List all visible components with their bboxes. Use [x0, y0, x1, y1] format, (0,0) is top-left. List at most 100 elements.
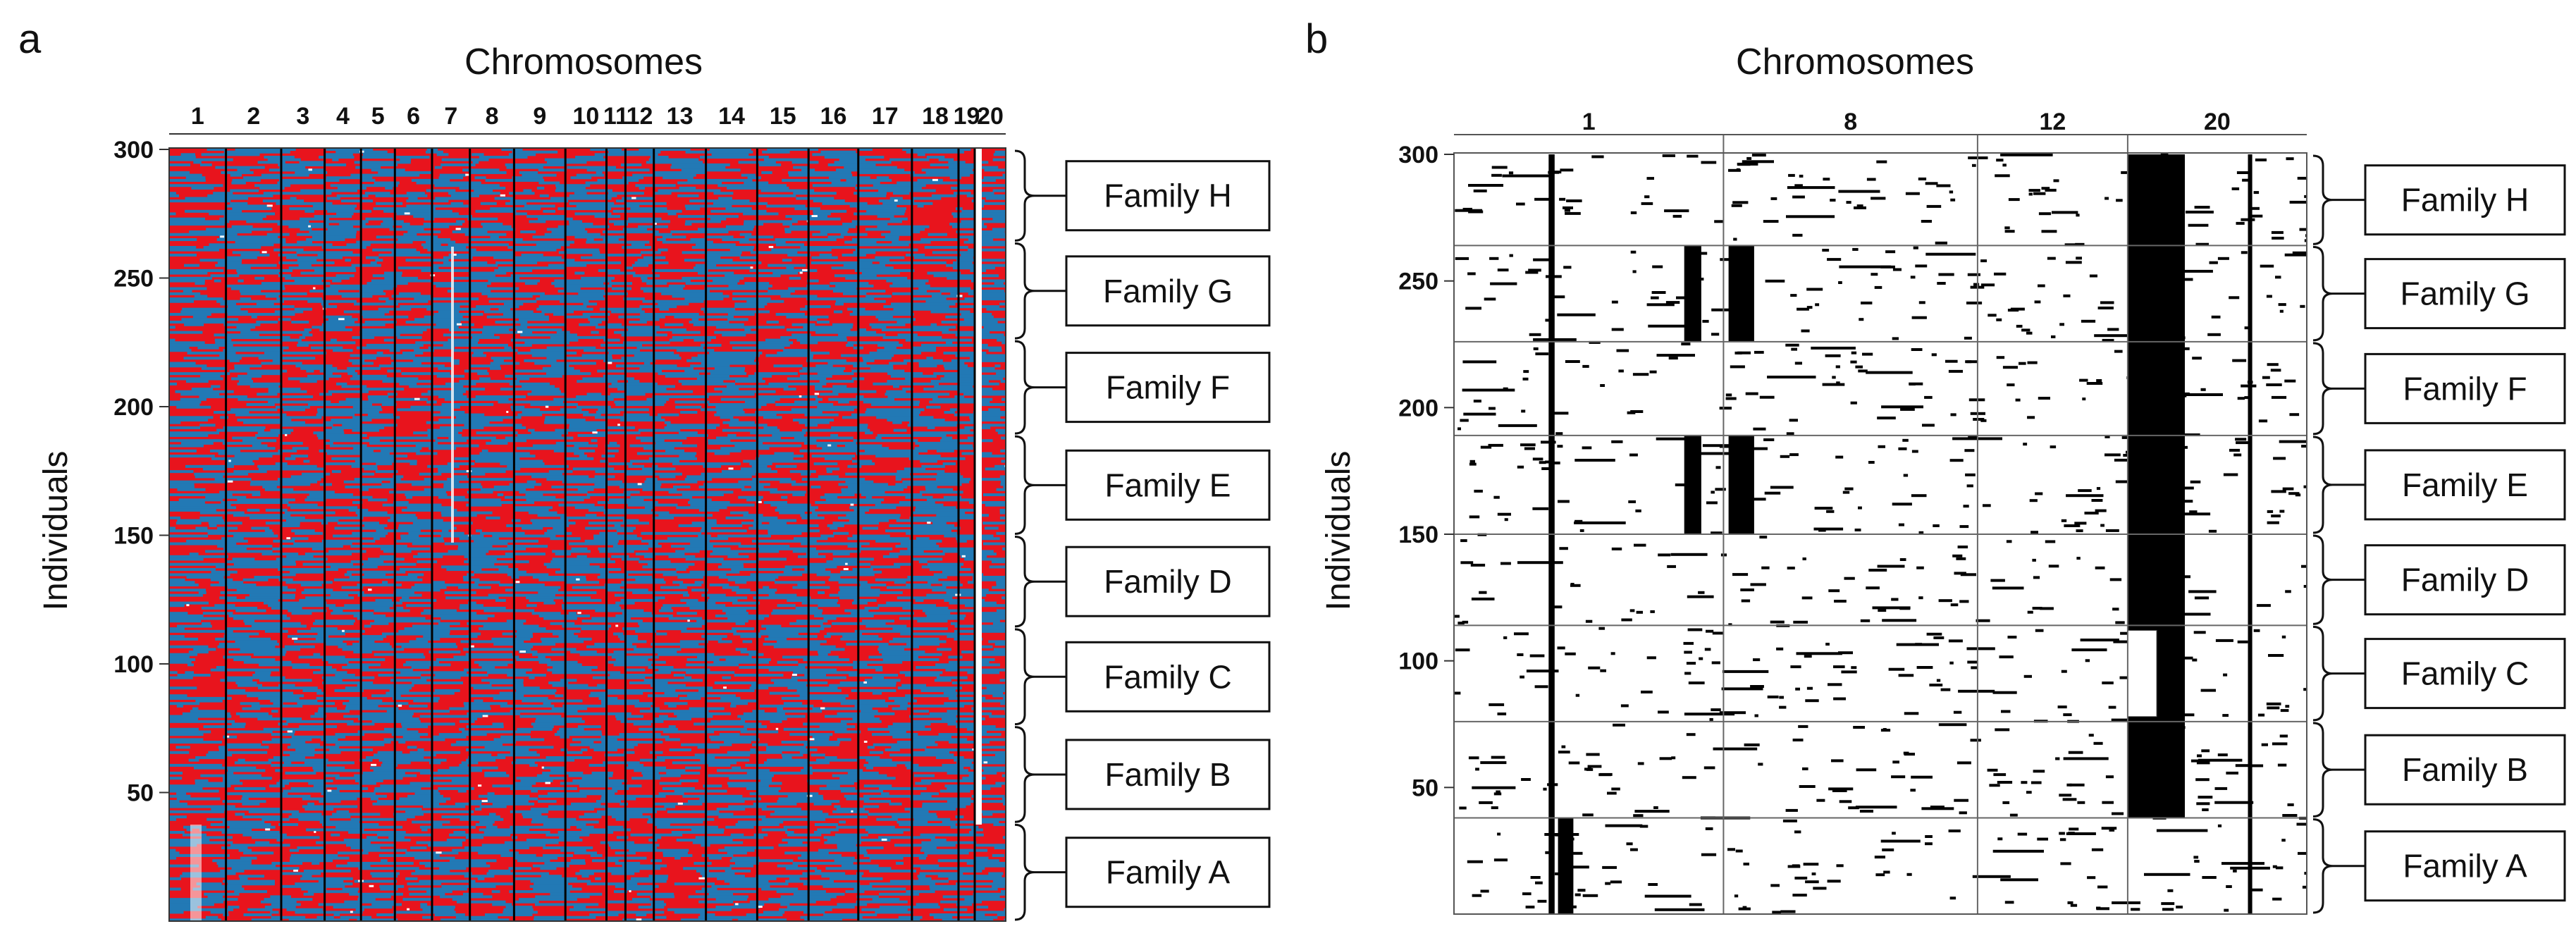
- panel-a-chromosomes-title: Chromosomes: [464, 42, 703, 82]
- panel-a-y-tick-label: 250: [113, 266, 154, 292]
- panel-a-chromosome-label: 16: [820, 103, 847, 130]
- panel-b-solid-block: [1684, 435, 1701, 534]
- panel-b-family-label: Family G: [2401, 276, 2530, 312]
- panel-a-missing-column: [975, 148, 982, 825]
- panel-a-family-box: [1065, 449, 1271, 521]
- panel-b-y-tick-label: 150: [1398, 522, 1438, 548]
- panel-b-letter: b: [1305, 16, 1328, 62]
- panel-b-chromosome-label: 8: [1844, 109, 1857, 135]
- panel-b-chromosome-label: 12: [2039, 109, 2066, 135]
- panel-a-family-label: Family H: [1104, 178, 1231, 214]
- panel-b-family-box: [2364, 164, 2566, 236]
- panel-a-chromosome-label: 7: [444, 103, 457, 130]
- panel-b-family-brace: [2312, 436, 2334, 534]
- panel-a-chromosome-label: 5: [371, 103, 385, 130]
- panel-a-chromosome-label: 4: [336, 103, 350, 130]
- panel-b-family-brace: [2312, 342, 2334, 436]
- panel-a-y-tick-label: 150: [113, 523, 154, 550]
- panel-b-family-label: Family C: [2401, 655, 2529, 692]
- panel-a-family-brace: [1014, 726, 1035, 823]
- panel-a-chromosome-label: 17: [872, 103, 899, 130]
- panel-a-y-tick-label: 100: [113, 651, 154, 678]
- panel-a-y-axis-label: Individuals: [37, 451, 75, 611]
- panel-a-y-tick-label: 50: [127, 780, 154, 807]
- panel-a-family-label: Family E: [1105, 467, 1231, 503]
- panel-b-family-box: [2364, 258, 2566, 330]
- panel-a-y-tick-label: 200: [113, 394, 154, 421]
- panel-a-family-brace: [1014, 536, 1035, 628]
- panel-b-family-label: Family H: [2401, 182, 2529, 218]
- panel-a-chromosome-label: 19: [954, 103, 980, 130]
- panel-a-chromosome-label: 10: [572, 103, 599, 130]
- panel-a-chromosome-label: 3: [296, 103, 309, 130]
- panel-b-family-brace: [2312, 154, 2334, 245]
- panel-a-chromosome-label: 20: [977, 103, 1004, 130]
- panel-b-family-box: [2364, 352, 2566, 424]
- panel-a-chromosome-label: 2: [247, 103, 260, 130]
- panel-a-family-box: [1065, 255, 1271, 327]
- panel-b-solid-block: [1728, 245, 1754, 342]
- panel-a-family-label: Family C: [1104, 658, 1231, 695]
- panel-b-y-axis-label: Individuals: [1320, 451, 1357, 611]
- panel-a-family-box: [1065, 160, 1271, 232]
- panel-a-family-brace: [1014, 149, 1035, 242]
- panel-b-solid-block: [1558, 818, 1574, 914]
- panel-a-family-box: [1065, 641, 1271, 713]
- panel-a-chromosome-label: 12: [627, 103, 653, 130]
- panel-b-family-brace: [2312, 534, 2334, 625]
- panel-a-chromosome-label: 9: [533, 103, 546, 130]
- panel-a-family-label: Family A: [1106, 854, 1231, 891]
- panel-b-family-label: Family A: [2403, 848, 2527, 884]
- panel-b-y-tick-label: 250: [1398, 269, 1438, 295]
- panel-a-chromosome-label: 11: [603, 103, 629, 130]
- panel-b-chromosomes-title: Chromosomes: [1736, 42, 1974, 82]
- panel-a-family-brace: [1014, 242, 1035, 340]
- panel-b-chromosome-label: 20: [2204, 109, 2231, 135]
- panel-a-family-brace: [1014, 823, 1035, 921]
- panel-b-family-box: [2364, 638, 2566, 710]
- panel-a-letter: a: [18, 16, 42, 62]
- panel-b-y-tick-label: 200: [1398, 395, 1438, 421]
- panel-a-family-label: Family G: [1103, 273, 1233, 309]
- panel-b-y-tick-label: 300: [1398, 142, 1438, 168]
- panel-b-family-brace: [2312, 245, 2334, 342]
- panel-b-family-brace: [2312, 625, 2334, 722]
- panel-b-family-label: Family B: [2402, 751, 2528, 788]
- panel-a-family-label: Family D: [1104, 563, 1231, 600]
- panel-b-family-legend: Family H Family G Family F Family E Family D…: [2312, 154, 2566, 914]
- panel-a-family-brace: [1014, 340, 1035, 435]
- panel-b-y-tick-label: 100: [1398, 648, 1438, 675]
- panel-b-family-box: [2364, 734, 2566, 806]
- panel-a-y-tick-label: 300: [113, 137, 154, 164]
- panel-a-chromosome-label: 8: [486, 103, 499, 130]
- panel-a-chromosome-label: 13: [667, 103, 694, 130]
- panel-b-family-label: Family D: [2401, 562, 2529, 598]
- panel-b-family-label: Family F: [2403, 370, 2527, 407]
- panel-a-chromosome-label: 15: [770, 103, 796, 130]
- panel-a-family-legend: Family H Family G Family F Family E Family D…: [1014, 149, 1271, 921]
- panel-a-chromosome-label: 18: [922, 103, 949, 130]
- panel-b-chromosome-label: 1: [1582, 109, 1596, 135]
- panel-a-chromosome-label: 14: [718, 103, 745, 130]
- panel-a-family-box: [1065, 352, 1271, 424]
- panel-a-family-box: [1065, 837, 1271, 908]
- panel-b-family-box: [2364, 449, 2566, 521]
- panel-b-heatmap: 1 8 12 20 50 100 150 200 250 300: [1398, 109, 2307, 915]
- panel-a-chromosome-label: 1: [191, 103, 204, 130]
- panel-b-family-brace: [2312, 722, 2334, 818]
- panel-b-family-box: [2364, 544, 2566, 616]
- panel-b-solid-block: [1728, 435, 1754, 534]
- panel-b-y-tick-label: 50: [1412, 775, 1438, 801]
- panel-b-family-box: [2364, 830, 2566, 902]
- panel-a-chromosome-label: 6: [407, 103, 420, 130]
- panel-a-family-brace: [1014, 628, 1035, 726]
- panel-a-family-brace: [1014, 435, 1035, 535]
- panel-a-family-label: Family F: [1106, 369, 1230, 406]
- panel-b-family-brace: [2312, 818, 2334, 914]
- panel-b-solid-block: [1684, 245, 1701, 342]
- panel-a-family-box: [1065, 545, 1271, 617]
- panel-a-family-box: [1065, 739, 1271, 810]
- panel-b-solid-block: [2127, 154, 2185, 818]
